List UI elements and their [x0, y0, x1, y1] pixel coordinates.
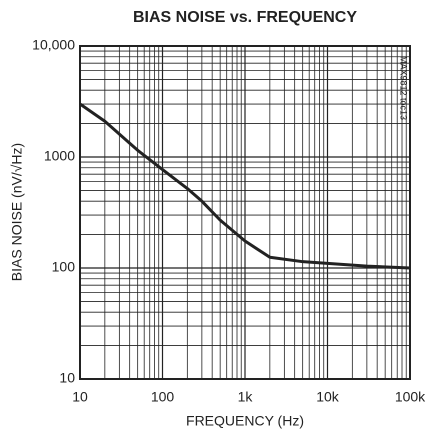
x-tick-label: 100k: [395, 389, 426, 405]
y-axis-label: BIAS NOISE (nV/√Hz): [9, 143, 25, 281]
x-axis-label: FREQUENCY (Hz): [186, 413, 304, 429]
y-tick-label: 1000: [44, 148, 75, 164]
x-tick-label: 10k: [316, 389, 340, 405]
data-line: [79, 102, 411, 270]
y-tick-label: 10: [59, 370, 75, 386]
chart-title: BIAS NOISE vs. FREQUENCY: [133, 9, 357, 26]
plot-frame: [79, 45, 411, 380]
x-tick-label: 1k: [238, 389, 254, 405]
y-tick-label: 10,000: [32, 37, 75, 53]
x-tick-label: 100: [151, 389, 175, 405]
annotation: MAX9812 toc13: [399, 56, 409, 120]
y-tick-label: 100: [52, 259, 76, 275]
x-tick-label: 10: [72, 389, 88, 405]
